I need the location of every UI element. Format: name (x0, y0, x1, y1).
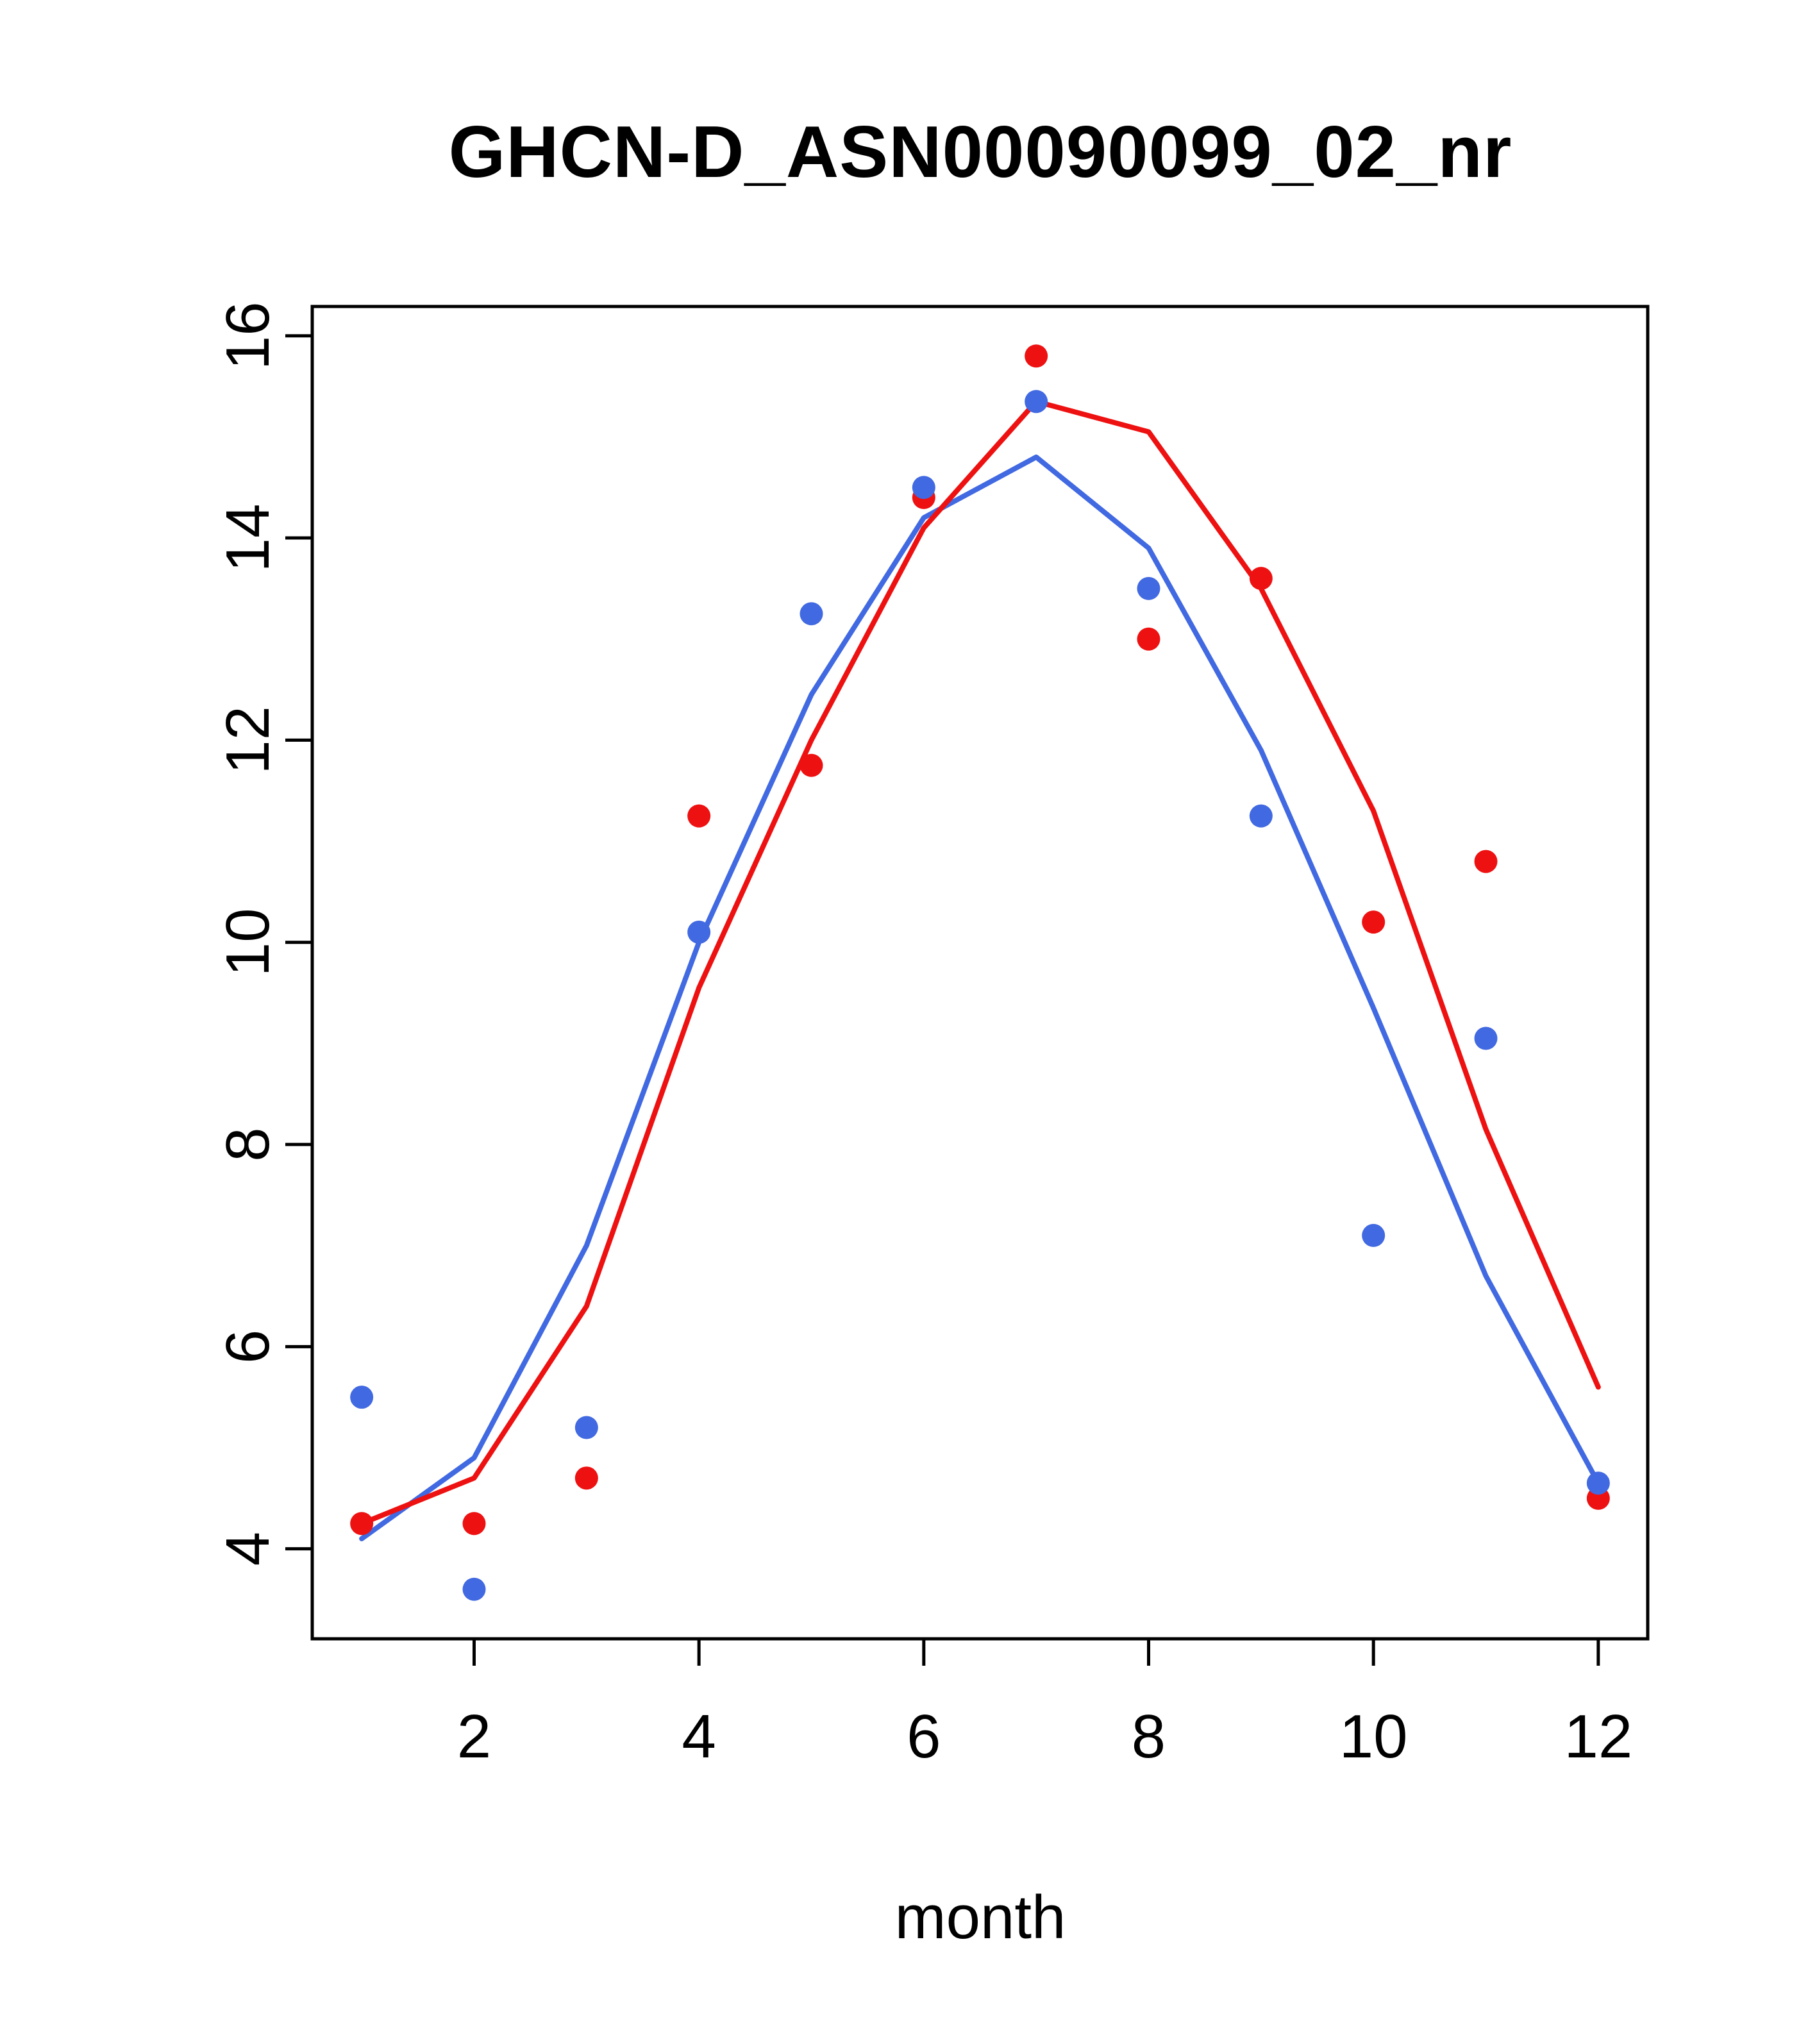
series-blue-points-point (1025, 390, 1048, 414)
x-tick-label: 2 (457, 1702, 491, 1771)
x-tick-label: 6 (907, 1702, 941, 1771)
series-blue-line (359, 454, 1601, 1541)
x-tick-label: 12 (1564, 1702, 1632, 1771)
y-tick-label: 10 (214, 908, 282, 976)
series-blue-points-point (462, 1577, 486, 1601)
series-blue-points-point (1137, 576, 1160, 600)
x-tick-label: 8 (1132, 1702, 1166, 1771)
series-blue-points-point (574, 1416, 598, 1439)
y-tick-label: 16 (214, 301, 282, 370)
plot-border (310, 305, 1650, 1641)
series-red-points-point (687, 804, 711, 828)
series-red-points-point (800, 753, 823, 777)
series-red-points-point (574, 1466, 598, 1490)
series-blue-points-point (912, 476, 935, 499)
y-tick-label: 12 (214, 706, 282, 775)
series-blue-points-point (350, 1386, 374, 1409)
series-blue-points-point (1474, 1026, 1498, 1050)
x-tick-label: 4 (682, 1702, 716, 1771)
series-red-points-point (350, 1512, 374, 1536)
y-tick-label: 4 (214, 1532, 282, 1566)
series-blue-points-point (800, 602, 823, 626)
chart-title: GHCN-D_ASN00090099_02_nr (448, 112, 1512, 193)
series-red-points-point (1137, 627, 1160, 651)
series-red-points-point (462, 1512, 486, 1536)
x-axis-label: month (894, 1883, 1066, 1952)
series-blue-points-point (1586, 1471, 1610, 1495)
y-tick-label: 14 (214, 504, 282, 573)
series-red-points-point (1474, 850, 1498, 873)
y-tick-label: 8 (214, 1127, 282, 1161)
series-blue-points-point (687, 920, 711, 944)
x-tick-label: 10 (1339, 1702, 1408, 1771)
series-red-points-point (1249, 567, 1273, 591)
series-blue-points-point (1362, 1223, 1386, 1247)
y-tick-label: 6 (214, 1330, 282, 1364)
series-blue-points-point (1249, 804, 1273, 828)
series-red-points-point (1362, 910, 1386, 934)
series-red-points-point (1025, 344, 1048, 368)
series-red-line (359, 399, 1601, 1527)
